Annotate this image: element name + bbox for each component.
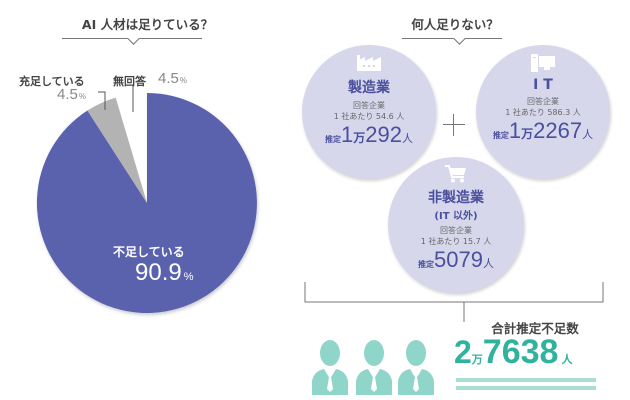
sector-per-company-it: 1 社あたり 586.3 人 xyxy=(505,108,581,117)
estimate-label: 推定 xyxy=(492,131,509,140)
pie-slice-sufficient xyxy=(87,97,147,203)
plus-icon xyxy=(443,114,465,136)
sector-subname-non-manufacturing: (IT 以外) xyxy=(434,211,478,222)
total-unit: 人 xyxy=(561,354,573,366)
total-man-unit: 万 xyxy=(471,354,483,366)
sector-respondents-non-manufacturing: 回答企業 xyxy=(440,226,472,235)
estimate-man-number: 1 xyxy=(341,122,354,147)
leader-line-sufficient xyxy=(98,91,106,110)
estimate-man-number: 1 xyxy=(508,118,522,143)
total-man-number: 2 xyxy=(454,334,472,370)
estimate-number: 292 xyxy=(365,122,402,147)
sector-respondents-it: 回答企業 xyxy=(527,97,559,106)
pie-title: AI 人材は足りている？ xyxy=(81,17,214,32)
sector-title-pointer xyxy=(453,32,466,45)
sector-estimate-it: 推定1万2267人 xyxy=(476,118,610,144)
estimate-unit: 人 xyxy=(482,257,494,270)
value-shortage: 90.9% xyxy=(135,259,194,287)
sum-bracket xyxy=(304,282,604,322)
value-no-answer-unit: % xyxy=(179,76,187,85)
label-no-answer: 無回答 xyxy=(113,75,146,88)
value-no-answer: 4.5% xyxy=(158,70,187,87)
estimate-label: 推定 xyxy=(325,135,341,144)
label-shortage: 不足している xyxy=(113,245,185,259)
estimate-man-unit: 万 xyxy=(521,127,534,141)
estimate-unit: 人 xyxy=(582,128,594,141)
sector-respondents-manufacturing: 回答企業 xyxy=(353,101,385,110)
sector-circle-non-manufacturing: 非製造業 (IT 以外) 回答企業 1 社あたり 15.7 人 推定5079人 xyxy=(388,157,524,293)
label-sufficient: 充足している xyxy=(19,75,85,88)
estimate-man-unit: 万 xyxy=(353,131,366,145)
total-underline-2 xyxy=(456,386,596,390)
total-number: 7638 xyxy=(482,333,559,371)
estimate-number: 2267 xyxy=(533,118,583,143)
sector-name-manufacturing: 製造業 xyxy=(348,80,390,96)
sector-circle-manufacturing: 製造業 回答企業 1 社あたり 54.6 人 推定1万292人 xyxy=(302,45,436,179)
computer-icon xyxy=(531,54,555,72)
value-sufficient-unit: % xyxy=(78,92,86,101)
sector-circle-it: I T 回答企業 1 社あたり 586.3 人 推定1万2267人 xyxy=(476,45,610,179)
estimate-number: 5079 xyxy=(434,247,483,272)
total-underline-1 xyxy=(456,378,596,382)
value-sufficient-number: 4.5 xyxy=(57,86,78,103)
pie-chart xyxy=(36,85,257,313)
sector-title: 何人足りない？ xyxy=(411,17,499,32)
shopping-cart-icon xyxy=(445,165,466,183)
sector-name-non-manufacturing: 非製造業 xyxy=(428,190,484,206)
sector-estimate-manufacturing: 推定1万292人 xyxy=(302,122,436,148)
factory-icon xyxy=(357,55,381,71)
pie-slice-shortage xyxy=(36,93,257,313)
people-icon xyxy=(312,340,434,395)
sector-title-underline xyxy=(402,38,502,39)
sector-per-company-manufacturing: 1 社あたり 54.6 人 xyxy=(333,112,405,121)
estimate-unit: 人 xyxy=(401,132,413,145)
value-sufficient: 4.5% xyxy=(57,86,86,103)
value-no-answer-number: 4.5 xyxy=(158,70,179,87)
sector-name-it: I T xyxy=(533,77,553,93)
sector-per-company-non-manufacturing: 1 社あたり 15.7 人 xyxy=(420,237,492,246)
sector-estimate-non-manufacturing: 推定5079人 xyxy=(388,247,524,273)
total-value: 2万7638 人 xyxy=(454,333,572,372)
total-label: 合計推定不足数 xyxy=(491,321,579,336)
value-shortage-unit: % xyxy=(183,271,194,283)
estimate-label: 推定 xyxy=(418,260,435,269)
value-shortage-number: 90.9 xyxy=(135,259,182,286)
